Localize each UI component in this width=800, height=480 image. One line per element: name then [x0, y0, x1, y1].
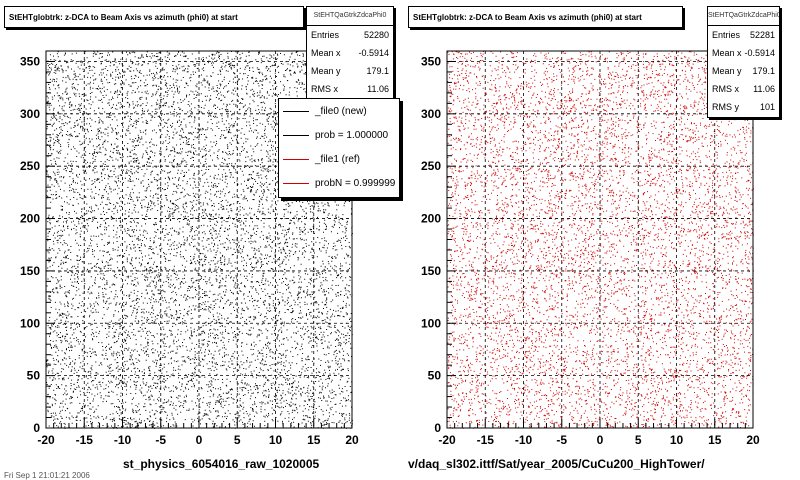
x-tick-label: 15	[708, 433, 722, 447]
stats-row-rms-x: RMS x 11.06	[712, 84, 775, 94]
stats-row-entries: Entries 52281	[712, 30, 775, 40]
stats-row-mean-y: Mean y 179.1	[311, 66, 389, 76]
stats-name: StEHTQaGtrkZdcaPhi0	[307, 7, 393, 26]
stats-row-entries: Entries 52280	[311, 30, 389, 40]
x-tick-label: -5	[155, 433, 166, 447]
stats-box: StEHTQaGtrkZdcaPhi0 Entries 52280 Mean x-…	[306, 6, 394, 102]
y-tick-label: 100	[20, 316, 40, 330]
legend-line-black	[283, 134, 309, 136]
stats-row-mean-x: Mean x -0.5914	[311, 48, 389, 58]
plot-title: StEHTglobtrk: z-DCA to Beam Axis vs azim…	[408, 6, 683, 28]
histogram-pad-right: -20 -15 -10 -5 0 5 10 15 20 0 50 100 150 200 250 300 350…	[400, 0, 800, 480]
x-tick-label: 5	[234, 433, 241, 447]
y-tick-label: 200	[421, 212, 441, 226]
y-tick-label: 200	[20, 212, 40, 226]
y-tick-label: 250	[20, 159, 40, 173]
y-tick-label: 0	[33, 421, 40, 435]
x-tick-label: -10	[114, 433, 132, 447]
y-tick-label: 300	[421, 107, 441, 121]
x-tick-label: -10	[515, 433, 533, 447]
legend-entry-file1: _file1 (ref)	[279, 147, 399, 171]
legend-entry-prob: prob = 1.000000	[279, 123, 399, 147]
legend-entry-probn: probN = 0.999999	[279, 171, 399, 195]
x-tick-label: -5	[556, 433, 567, 447]
y-tick-label: 300	[20, 107, 40, 121]
legend: _file0 (new) prob = 1.000000 _file1 (ref…	[278, 98, 400, 198]
x-tick-label: 10	[670, 433, 684, 447]
stats-name: StEHTQaGtrkZdcaPhi0	[708, 7, 779, 26]
legend-entry-file0: _file0 (new)	[279, 99, 399, 123]
x-tick-label: 20	[345, 433, 359, 447]
timestamp: Fri Sep 1 21:01:21 2006	[4, 471, 90, 480]
legend-line-black	[283, 110, 309, 112]
stats-row-mean-x: Mean x -0.5914	[712, 48, 775, 58]
y-tick-label: 250	[421, 159, 441, 173]
x-tick-label: -15	[76, 433, 94, 447]
y-tick-label: 50	[428, 369, 442, 383]
y-tick-label: 350	[20, 54, 40, 68]
x-tick-label: 0	[196, 433, 203, 447]
scatter-points	[46, 51, 353, 429]
histogram-pad-left: -20 -15 -10 -5 0 5 10 15 20 0 50 100 150 200 250 300 350…	[4, 6, 400, 480]
x-tick-label: -20	[438, 433, 456, 447]
legend-line-red	[283, 182, 309, 184]
y-tick-label: 350	[421, 54, 441, 68]
x-tick-label: 10	[269, 433, 283, 447]
legend-line-red	[283, 158, 309, 160]
x-tick-label: 0	[597, 433, 604, 447]
scatter-points	[447, 51, 754, 429]
x-tick-label: -15	[477, 433, 495, 447]
y-tick-label: 100	[421, 316, 441, 330]
plot-title: StEHTglobtrk: z-DCA to Beam Axis vs azim…	[4, 6, 304, 28]
y-tick-label: 50	[27, 369, 41, 383]
y-tick-label: 150	[421, 264, 441, 278]
run-file-label: v/daq_sl302.ittf/Sat/year_2005/CuCu200_H…	[408, 457, 705, 471]
stats-row-rms-y: RMS y 101	[712, 102, 775, 112]
y-tick-label: 0	[434, 421, 441, 435]
x-tick-label: 5	[635, 433, 642, 447]
stats-row-rms-x: RMS x 11.06	[311, 84, 389, 94]
x-tick-label: 20	[746, 433, 760, 447]
y-tick-label: 150	[20, 264, 40, 278]
x-tick-label: -20	[37, 433, 55, 447]
run-file-label: st_physics_6054016_raw_1020005	[123, 457, 320, 471]
stats-row-mean-y: Mean y 179.1	[712, 66, 775, 76]
stats-box: StEHTQaGtrkZdcaPhi0 Entries 52281 Mean x-…	[707, 6, 780, 118]
x-tick-label: 15	[307, 433, 321, 447]
